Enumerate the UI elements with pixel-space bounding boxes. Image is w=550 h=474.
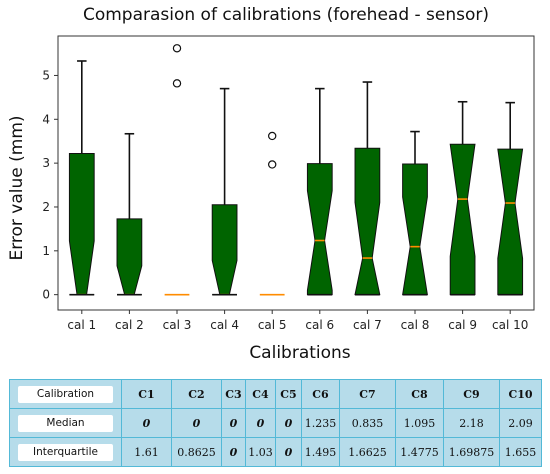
col-header: C9 (443, 379, 500, 409)
outlier-point (268, 131, 277, 141)
table-cell: 0 (171, 408, 222, 438)
table-header-row: Calibration C1 C2 C3 C4 C5 C6 C7 C8 C9 C… (9, 379, 542, 409)
y-tick-label: 2 (42, 200, 50, 214)
box-body (211, 204, 238, 296)
table-cell: 1.655 (499, 437, 542, 467)
outlier-point (268, 160, 277, 169)
x-tick-label: cal 8 (401, 318, 430, 332)
box-4 (211, 87, 238, 296)
box-5 (259, 131, 285, 296)
box-9 (449, 100, 476, 296)
box-8 (402, 130, 428, 296)
table-cell: 1.03 (245, 437, 276, 467)
table-cell: 0 (221, 437, 246, 467)
col-header: C10 (499, 379, 542, 409)
x-axis-label: Calibrations (249, 343, 350, 363)
table-cell: 1.235 (301, 408, 340, 438)
table-cell: 0 (275, 408, 302, 438)
row-label: Median (18, 414, 113, 432)
chart-title: Comparasion of calibrations (forehead - … (83, 5, 489, 25)
table-cell: 2.09 (499, 408, 542, 438)
y-tick-label: 4 (42, 112, 50, 126)
box-body (402, 163, 428, 296)
table-cell: 1.61 (121, 437, 172, 467)
row-label-cell: Interquartile (9, 437, 122, 467)
table-cell: 1.6625 (339, 437, 396, 467)
box-1 (68, 60, 95, 296)
box-body (497, 148, 524, 296)
table-cell: 0 (275, 437, 302, 467)
row-label: Interquartile (18, 443, 113, 461)
box-body (116, 218, 143, 296)
box-2 (116, 132, 143, 296)
box-body (354, 147, 381, 296)
y-tick-label: 5 (42, 68, 50, 82)
outlier-point (172, 79, 182, 88)
col-header: C8 (395, 379, 444, 409)
y-tick-label: 0 (42, 288, 50, 302)
table-cell: 0 (221, 408, 246, 438)
box-body (68, 152, 95, 296)
table-header-label-cell: Calibration (9, 379, 122, 409)
box-body (449, 143, 476, 296)
table-header-label: Calibration (18, 385, 113, 403)
x-tick-label: cal 9 (448, 318, 477, 332)
row-label-cell: Median (9, 408, 122, 438)
outlier-point (172, 44, 182, 53)
table-cell: 2.18 (443, 408, 500, 438)
y-tick-label: 3 (42, 156, 50, 170)
box-3 (164, 44, 190, 296)
col-header: C4 (245, 379, 276, 409)
box-body (306, 163, 333, 296)
y-axis-label: Error value (mm) (7, 115, 27, 260)
box-6 (306, 87, 333, 296)
x-axis: cal 1 cal 2 cal 3 cal 4 cal 5 cal 6 cal 7 cal 8… (67, 310, 528, 332)
y-tick-label: 1 (42, 244, 50, 258)
x-tick-label: cal 7 (353, 318, 382, 332)
x-tick-label: cal 4 (210, 318, 239, 332)
y-axis: 0 1 2 3 4 5 (42, 68, 58, 302)
table-cell: 1.4775 (395, 437, 444, 467)
box-10 (497, 101, 524, 296)
plot-frame (57, 35, 535, 311)
table-cell: 1.095 (395, 408, 444, 438)
col-header: C5 (275, 379, 302, 409)
table-cell: 1.69875 (443, 437, 500, 467)
table-row-median: Median 0 0 0 0 0 1.235 0.835 1.095 2.18 … (9, 408, 542, 438)
col-header: C2 (171, 379, 222, 409)
table-row-interquartile: Interquartile 1.61 0.8625 0 1.03 0 1.495… (9, 437, 542, 467)
x-tick-label: cal 3 (163, 318, 192, 332)
x-tick-label: cal 6 (305, 318, 334, 332)
x-tick-label: cal 2 (115, 318, 144, 332)
table-cell: 0 (121, 408, 172, 438)
stats-table: Calibration C1 C2 C3 C4 C5 C6 C7 C8 C9 C… (9, 379, 542, 467)
boxes (68, 44, 524, 296)
x-tick-label: cal 1 (67, 318, 96, 332)
col-header: C1 (121, 379, 172, 409)
x-tick-label: cal 5 (258, 318, 287, 332)
table-cell: 0.8625 (171, 437, 222, 467)
col-header: C3 (221, 379, 246, 409)
col-header: C6 (301, 379, 340, 409)
boxplot-chart: Comparasion of calibrations (forehead - … (7, 5, 535, 363)
table-cell: 1.495 (301, 437, 340, 467)
table-cell: 0.835 (339, 408, 396, 438)
x-tick-label: cal 10 (492, 318, 528, 332)
table-cell: 0 (245, 408, 276, 438)
box-7 (354, 81, 381, 296)
col-header: C7 (339, 379, 396, 409)
